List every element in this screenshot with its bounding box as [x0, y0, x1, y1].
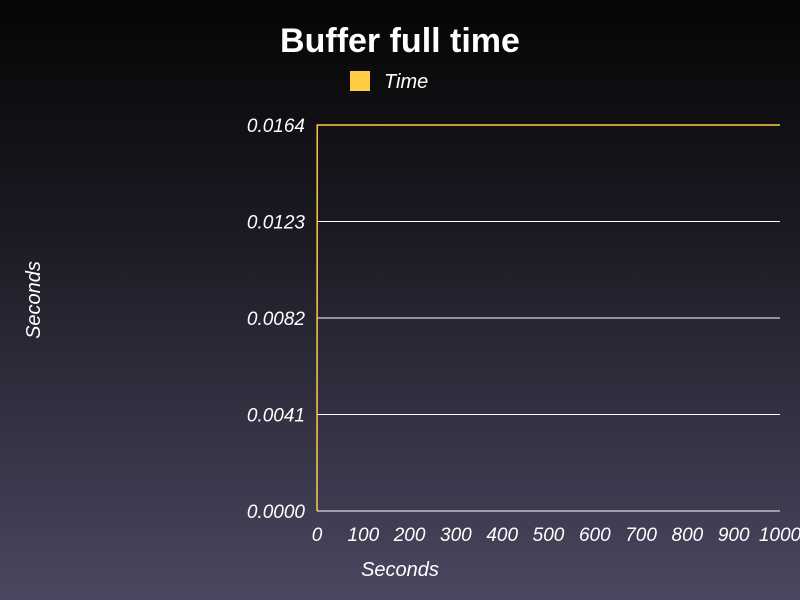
gridlines — [317, 124, 780, 512]
chart-title: Buffer full time — [280, 22, 520, 60]
y-tick-label: 0.0082 — [247, 309, 306, 330]
x-tick-label: 300 — [440, 525, 472, 546]
legend: Time — [350, 71, 428, 93]
series-line-time — [316, 124, 780, 512]
legend-swatch-time — [350, 71, 370, 91]
x-tick-label: 500 — [533, 525, 565, 546]
x-tick-label: 900 — [718, 525, 750, 546]
x-tick-label: 800 — [672, 525, 704, 546]
x-tick-label: 400 — [486, 525, 518, 546]
y-tick-labels: 0.0000 0.0041 0.0082 0.0123 0.0164 — [247, 116, 306, 523]
x-tick-label: 100 — [347, 525, 379, 546]
y-axis-label: Seconds — [23, 261, 45, 339]
x-tick-labels: 0 100 200 300 400 500 600 700 800 900 1000 — [312, 525, 800, 546]
x-tick-label: 1000 — [759, 525, 800, 546]
series-layer — [316, 124, 780, 512]
x-tick-label: 600 — [579, 525, 611, 546]
x-axis-label: Seconds — [361, 559, 439, 581]
x-tick-label: 0 — [312, 525, 323, 546]
y-tick-label: 0.0123 — [247, 213, 306, 234]
legend-label-time: Time — [384, 71, 428, 93]
y-tick-label: 0.0164 — [247, 116, 305, 137]
y-tick-label: 0.0000 — [247, 502, 306, 523]
x-tick-label: 200 — [393, 525, 426, 546]
y-tick-label: 0.0041 — [247, 406, 305, 427]
x-tick-label: 700 — [625, 525, 657, 546]
